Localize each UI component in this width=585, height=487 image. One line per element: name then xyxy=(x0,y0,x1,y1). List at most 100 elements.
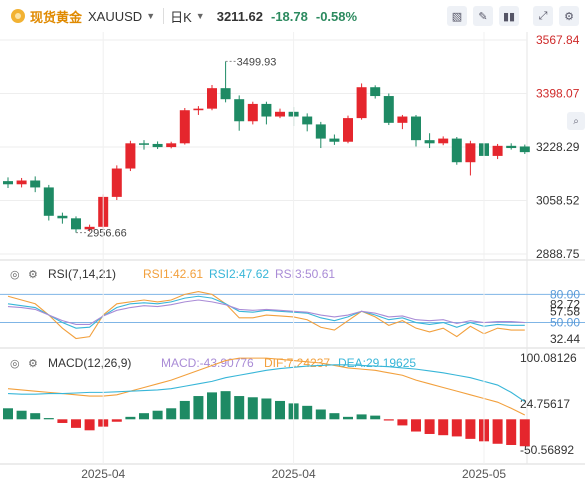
macd-bar xyxy=(234,396,245,420)
macd-bar xyxy=(465,419,476,439)
candle-body xyxy=(492,145,503,156)
candle-body xyxy=(438,138,449,144)
candle-body xyxy=(411,116,421,141)
settings-icon[interactable]: ⚙ xyxy=(559,6,579,26)
macd-legend-dea: DEA:29.19625 xyxy=(338,356,416,370)
macd-bar xyxy=(411,419,421,432)
settings-icon: ⚙ xyxy=(28,357,38,370)
indicator-icon[interactable]: ▮▮ xyxy=(499,6,519,26)
candle-body xyxy=(370,87,381,97)
macd-bar xyxy=(43,418,54,420)
candle-body xyxy=(16,180,27,185)
candle-body xyxy=(43,187,54,216)
candle-body xyxy=(234,99,245,122)
symbol-selector[interactable]: 现货黄金 XAUUSD ▼ xyxy=(0,7,163,26)
candle-body xyxy=(30,180,41,188)
macd-bar xyxy=(275,400,285,420)
high-annotation: 3499.93 xyxy=(237,56,277,68)
macd-bar xyxy=(152,410,163,420)
price-change: -18.78 xyxy=(271,8,308,24)
macd-dea-line xyxy=(7,364,526,403)
symbol-code: XAUUSD xyxy=(88,8,143,24)
macd-bar xyxy=(166,408,177,420)
settings-icon: ⚙ xyxy=(28,268,38,281)
time-axis-label: 2025-04 xyxy=(81,467,125,481)
candle-body xyxy=(84,226,95,230)
macd-bar xyxy=(492,419,503,444)
rsi-axis-label: 50.00 xyxy=(550,316,580,330)
candle-body xyxy=(111,168,122,197)
chevron-down-icon: ▼ xyxy=(146,11,156,21)
macd-axis-label: -50.56892 xyxy=(520,443,574,457)
gold-coin-icon xyxy=(11,9,25,23)
macd-indicator-name: MACD(12,26,9) xyxy=(48,356,131,370)
price-axis-label: 3058.52 xyxy=(536,194,580,208)
macd-bar xyxy=(438,419,449,436)
macd-bar xyxy=(193,396,204,420)
price-axis-label: 2888.75 xyxy=(536,247,580,261)
rsi-line-rsi2 xyxy=(7,295,525,329)
candle-body xyxy=(207,88,217,109)
macd-bar xyxy=(71,419,81,428)
macd-bar xyxy=(220,391,231,420)
macd-bar xyxy=(247,397,258,420)
macd-bar xyxy=(424,419,435,434)
rsi-line-rsi3 xyxy=(7,299,525,325)
candle-body xyxy=(519,146,530,153)
macd-bar xyxy=(179,400,190,420)
candle-body xyxy=(356,87,367,119)
candle-body xyxy=(261,103,272,117)
candle-body xyxy=(506,145,517,149)
visibility-toggle-icon: ◎ xyxy=(10,357,20,370)
macd-bar xyxy=(356,414,367,420)
rsi-axis-label: 80.00 xyxy=(550,287,580,301)
candle-body xyxy=(152,143,163,148)
macd-bar xyxy=(261,398,272,420)
macd-bar xyxy=(519,419,530,447)
search-icon[interactable]: ⌕ xyxy=(567,112,585,130)
macd-bar xyxy=(315,409,326,420)
candle-body xyxy=(193,108,204,111)
rsi-indicator-name: RSI(7,14,21) xyxy=(48,267,116,281)
macd-bar xyxy=(125,416,136,420)
candle-body xyxy=(220,88,231,100)
macd-axis-label: 24.75617 xyxy=(520,397,570,411)
macd-bar xyxy=(16,410,27,420)
candle-body xyxy=(275,111,285,117)
candle-body xyxy=(329,138,340,142)
macd-bar xyxy=(207,392,217,420)
toolbar-divider xyxy=(163,8,165,24)
macd-bar xyxy=(397,419,408,426)
draw-icon[interactable]: ✎ xyxy=(473,6,493,26)
period-selector[interactable]: 日K ▼ xyxy=(170,7,213,26)
chart-tools: ▧ ✎ ▮▮ ⤢ ⚙ xyxy=(447,6,585,26)
macd-bar xyxy=(3,408,13,420)
rsi-legend-rsi3: RSI3:50.61 xyxy=(275,267,335,281)
low-annotation: 2956.66 xyxy=(87,228,127,240)
candle-body xyxy=(139,143,149,145)
candle-body xyxy=(3,181,13,185)
macd-bar xyxy=(370,415,381,420)
price-axis-label: 3398.07 xyxy=(536,86,580,100)
macd-bar xyxy=(506,419,517,445)
macd-bar xyxy=(451,419,462,437)
price-axis-label: 3567.84 xyxy=(536,33,580,47)
candle-body xyxy=(424,140,435,144)
rsi-legend-rsi1: RSI1:42.61 xyxy=(143,267,203,281)
visibility-toggle-icon: ◎ xyxy=(10,268,20,281)
candle-body xyxy=(465,143,476,163)
candle-body xyxy=(57,215,68,219)
last-price: 3211.62 xyxy=(216,8,263,24)
fullscreen-icon[interactable]: ⤢ xyxy=(533,6,553,26)
chart-type-icon[interactable]: ▧ xyxy=(447,6,467,26)
macd-dif-line xyxy=(7,357,526,416)
macd-bar xyxy=(383,419,394,421)
candle-body xyxy=(179,110,190,144)
rsi-line-rsi1 xyxy=(7,291,525,340)
macd-bar xyxy=(30,413,41,420)
macd-bar xyxy=(329,413,340,420)
period-label: 日K xyxy=(170,9,192,25)
macd-bar xyxy=(57,419,68,423)
rsi-axis-label: 57.58 xyxy=(550,304,580,318)
chevron-down-icon: ▼ xyxy=(195,11,205,21)
